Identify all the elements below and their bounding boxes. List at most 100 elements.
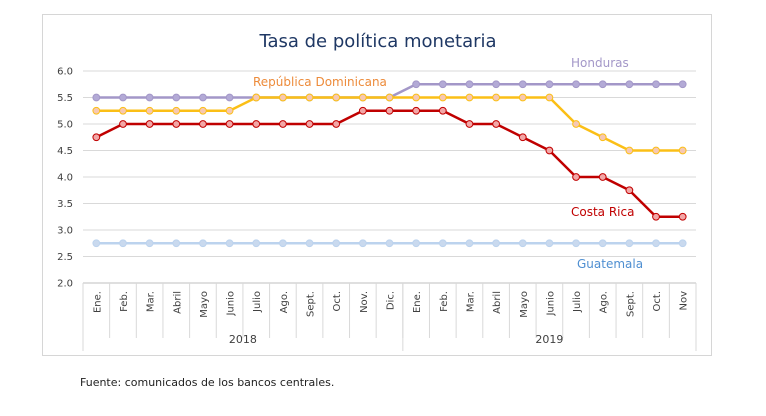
data-point bbox=[252, 239, 261, 248]
y-tick-label: 3.0 bbox=[57, 226, 73, 237]
chart-title: Tasa de política monetaria bbox=[258, 31, 496, 52]
data-point bbox=[278, 120, 287, 128]
x-tick-label: Feb. bbox=[119, 291, 130, 312]
data-point bbox=[305, 120, 314, 128]
data-point bbox=[438, 80, 447, 89]
series bbox=[92, 80, 687, 248]
data-point bbox=[172, 120, 181, 128]
data-point bbox=[598, 133, 607, 142]
data-point bbox=[465, 93, 474, 102]
data-point bbox=[545, 93, 554, 102]
data-point bbox=[145, 239, 154, 248]
data-point bbox=[385, 239, 394, 248]
data-point bbox=[518, 133, 527, 142]
data-point bbox=[278, 239, 287, 248]
y-tick-label: 4.5 bbox=[57, 146, 73, 157]
y-tick-label: 2.0 bbox=[57, 279, 73, 290]
data-point bbox=[385, 106, 394, 115]
data-point bbox=[119, 93, 127, 102]
x-tick-label: Mar. bbox=[465, 291, 476, 312]
y-tick-label: 6.0 bbox=[57, 67, 73, 78]
source-note: Fuente: comunicados de los bancos centra… bbox=[80, 376, 335, 389]
data-point bbox=[678, 239, 687, 248]
data-point bbox=[598, 173, 607, 181]
x-tick-label: Mayo bbox=[199, 291, 210, 318]
data-point bbox=[625, 146, 634, 155]
data-point bbox=[199, 106, 207, 115]
data-point bbox=[492, 120, 501, 128]
x-tick-label: Oct. bbox=[652, 291, 663, 311]
data-point bbox=[625, 80, 634, 89]
data-point bbox=[438, 239, 447, 248]
y-tick-label: 2.5 bbox=[57, 252, 73, 263]
axes: 2.0 2.5 3.0 3.5 4.0 4.5 5.0 5.5 6.0 Ene. Feb. Mar. A… bbox=[57, 67, 697, 351]
y-tick-label: 5.5 bbox=[57, 93, 73, 104]
data-point bbox=[652, 146, 660, 155]
x-tick-label: Ago. bbox=[599, 291, 610, 313]
series-annotation: Honduras bbox=[571, 56, 629, 70]
chart-canvas: Tasa de política monetaria 2.0 2.5 3.0 3.5 4… bbox=[57, 31, 697, 351]
x-tick-label: Nov bbox=[679, 291, 690, 311]
x-tick-label: Junio bbox=[545, 291, 556, 317]
data-point bbox=[678, 146, 687, 155]
data-point bbox=[332, 120, 341, 128]
series-line bbox=[95, 109, 683, 218]
data-point bbox=[252, 120, 261, 128]
x-tick-label: Ene. bbox=[412, 291, 423, 313]
data-point bbox=[465, 120, 474, 128]
data-point bbox=[652, 239, 660, 248]
data-point bbox=[625, 186, 634, 195]
y-tick-label: 4.0 bbox=[57, 173, 73, 184]
data-point bbox=[332, 93, 341, 102]
data-point bbox=[412, 93, 421, 102]
data-point bbox=[225, 106, 234, 115]
data-point bbox=[199, 93, 207, 102]
series-annotation: Costa Rica bbox=[571, 205, 634, 219]
x-tick-label: Ene. bbox=[92, 291, 103, 313]
data-point bbox=[518, 239, 527, 248]
data-point bbox=[652, 80, 660, 89]
x-tick-label: Julio bbox=[252, 291, 263, 313]
data-point bbox=[652, 212, 660, 221]
data-point bbox=[172, 93, 181, 102]
data-point bbox=[145, 93, 154, 102]
data-point bbox=[305, 93, 314, 102]
data-point bbox=[172, 239, 181, 248]
data-point bbox=[199, 120, 207, 128]
data-point bbox=[119, 120, 127, 128]
data-point bbox=[598, 80, 607, 89]
y-tick-label: 5.0 bbox=[57, 120, 73, 131]
x-tick-label: Nov. bbox=[359, 291, 370, 313]
data-point bbox=[119, 106, 127, 115]
data-point bbox=[358, 239, 367, 248]
data-point bbox=[225, 239, 234, 248]
data-point bbox=[438, 106, 447, 115]
data-point bbox=[572, 80, 580, 89]
data-point bbox=[92, 106, 101, 115]
x-tick-label: Abril bbox=[172, 291, 183, 314]
data-point bbox=[145, 106, 154, 115]
x-tick-label: Ago. bbox=[279, 291, 290, 313]
data-point bbox=[572, 173, 580, 181]
data-point bbox=[518, 93, 527, 102]
data-point bbox=[492, 239, 501, 248]
data-point bbox=[305, 239, 314, 248]
x-tick-label: Dic. bbox=[386, 291, 397, 310]
x-tick-label: Feb. bbox=[439, 291, 450, 312]
data-point bbox=[678, 212, 687, 221]
x-tick-label: Oct. bbox=[332, 291, 343, 311]
data-point bbox=[625, 239, 634, 248]
data-point bbox=[545, 239, 554, 248]
data-point bbox=[572, 239, 580, 248]
chart-frame: Tasa de política monetaria 2.0 2.5 3.0 3.5 4… bbox=[42, 14, 712, 356]
x-tick-label: Abril bbox=[492, 291, 503, 314]
x-tick-label: Sept. bbox=[625, 291, 636, 317]
data-point bbox=[92, 239, 101, 248]
data-point bbox=[385, 93, 394, 102]
data-point bbox=[545, 80, 554, 89]
data-point bbox=[412, 106, 421, 115]
data-point bbox=[145, 120, 154, 128]
data-point bbox=[518, 80, 527, 89]
data-point bbox=[92, 93, 101, 102]
data-point bbox=[465, 239, 474, 248]
